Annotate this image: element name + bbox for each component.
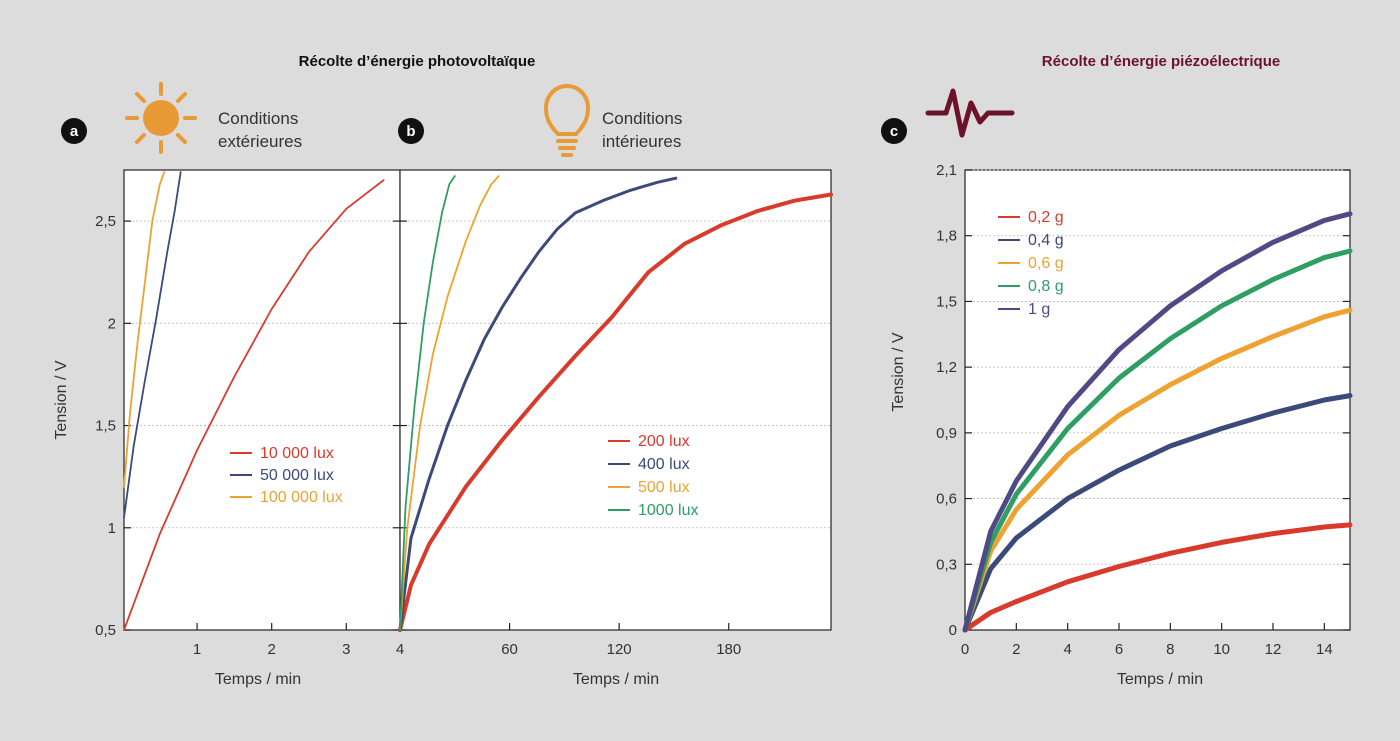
chart-a-series-3 <box>123 171 166 488</box>
chart-c-ytick-label: 0,3 <box>936 556 957 573</box>
chart-c-ytick-label: 1,8 <box>936 228 957 245</box>
cond-b-line1: Conditions <box>602 109 682 128</box>
panel-c-badge-label: c <box>890 123 898 140</box>
lightbulb-icon <box>543 83 591 157</box>
chart-c-xtick-label: 12 <box>1265 641 1282 658</box>
chart-c-legend-label: 0,2 g <box>1028 209 1064 226</box>
chart-c-legend-label: 0,4 g <box>1028 232 1064 249</box>
chart-a-legend: 10 000 lux 50 000 lux 100 000 lux <box>230 445 343 506</box>
chart-a: 0,5 1 1,5 2 2,5 1 2 3 10 000 lux 50 000 lux 100 0… <box>53 169 401 688</box>
chart-c-ticks: 0 0,3 0,6 0,9 1,2 1,5 1,8 2,1 0 2 4 6 8 10 12 14 <box>936 162 1350 658</box>
pv-header: Récolte d’énergie photovoltaïque <box>299 53 536 70</box>
chart-a-plot-area <box>123 169 401 631</box>
chart-a-xlabel: Temps / min <box>215 671 301 688</box>
chart-b-legend-label: 400 lux <box>638 456 690 473</box>
vibration-wave-icon <box>925 88 1015 138</box>
sun-icon <box>125 82 197 154</box>
chart-a-legend-label: 10 000 lux <box>260 445 334 462</box>
chart-a-xtick-label: 3 <box>342 641 350 658</box>
chart-c-xtick-label: 4 <box>1063 641 1071 658</box>
chart-c-ytick-label: 2,1 <box>936 162 957 179</box>
chart-b-plot-area <box>399 169 832 631</box>
cond-a-line2: extérieures <box>218 132 302 151</box>
chart-a-ytick-label: 0,5 <box>95 622 116 639</box>
chart-c-xtick-label: 6 <box>1115 641 1123 658</box>
chart-a-legend-label: 100 000 lux <box>260 489 343 506</box>
chart-c-legend-label: 1 g <box>1028 301 1050 318</box>
chart-b-xlabel: Temps / min <box>573 671 659 688</box>
chart-b-xtick-label: 4 <box>396 641 404 658</box>
cond-a-line1: Conditions <box>218 109 298 128</box>
chart-a-series-2 <box>123 171 182 519</box>
chart-b-series-2 <box>398 176 678 632</box>
chart-b-series-3 <box>399 175 500 631</box>
chart-c-series <box>962 211 1353 633</box>
chart-c-ytick-label: 1,5 <box>936 293 957 310</box>
chart-a-series <box>123 171 385 631</box>
panel-a-badge-label: a <box>70 123 79 140</box>
chart-c-series-3 <box>962 307 1353 633</box>
chart-c-xlabel: Temps / min <box>1117 671 1203 688</box>
chart-a-ylabel: Tension / V <box>53 360 70 439</box>
chart-c-plot-area <box>964 169 1351 631</box>
chart-a-legend-label: 50 000 lux <box>260 467 334 484</box>
chart-c-ytick-label: 0,9 <box>936 425 957 442</box>
chart-b-legend-label: 1000 lux <box>638 502 699 519</box>
cond-b-line2: intérieures <box>602 132 681 151</box>
chart-c-xtick-label: 2 <box>1012 641 1020 658</box>
chart-b-legend-label: 500 lux <box>638 479 690 496</box>
chart-b-xtick-label: 60 <box>501 641 518 658</box>
chart-b-legend-label: 200 lux <box>638 433 690 450</box>
panel-c-badge: c <box>881 118 907 144</box>
chart-c-series-5 <box>962 211 1353 633</box>
chart-a-ytick-label: 2,5 <box>95 213 116 230</box>
chart-c-legend-label: 0,6 g <box>1028 255 1064 272</box>
chart-b-xtick-label: 180 <box>716 641 741 658</box>
chart-c-legend: 0,2 g 0,4 g 0,6 g 0,8 g 1 g <box>998 209 1064 318</box>
chart-a-series-1 <box>123 179 385 631</box>
piezo-header: Récolte d’énergie piézoélectrique <box>1042 53 1280 70</box>
chart-c-xtick-label: 14 <box>1316 641 1333 658</box>
chart-c-ylabel: Tension / V <box>890 332 907 411</box>
chart-a-gridlines <box>124 220 400 529</box>
panel-b-badge: b <box>398 118 424 144</box>
chart-a-ytick-label: 1,5 <box>95 418 116 435</box>
chart-c-legend-label: 0,8 g <box>1028 278 1064 295</box>
chart-c-ytick-label: 0 <box>949 622 957 639</box>
panel-b-badge-label: b <box>406 123 415 140</box>
chart-c-xtick-label: 8 <box>1166 641 1174 658</box>
chart-c-series-2 <box>962 393 1353 633</box>
chart-c-ytick-label: 0,6 <box>936 491 957 508</box>
chart-c-xtick-label: 10 <box>1213 641 1230 658</box>
chart-a-xtick-label: 2 <box>268 641 276 658</box>
chart-c-xtick-label: 0 <box>961 641 969 658</box>
chart-c-series-4 <box>962 248 1353 633</box>
chart-c-series-1 <box>962 522 1353 633</box>
chart-b-legend: 200 lux 400 lux 500 lux 1000 lux <box>608 433 699 519</box>
chart-b-ticks: 4 60 120 180 <box>396 220 741 658</box>
panel-a-badge: a <box>61 118 87 144</box>
chart-b-series-1 <box>398 192 833 632</box>
chart-a-ytick-label: 2 <box>108 315 116 332</box>
chart-a-xtick-label: 1 <box>193 641 201 658</box>
chart-b-xtick-label: 120 <box>607 641 632 658</box>
chart-b-series <box>398 175 833 632</box>
chart-c-ytick-label: 1,2 <box>936 359 957 376</box>
chart-b-series-4 <box>399 175 456 631</box>
chart-a-ytick-label: 1 <box>108 520 116 537</box>
chart-c: 00,30,60,91,21,51,82,10 2 4 6 8 10 12 14 0,2 g0… <box>890 162 1353 688</box>
